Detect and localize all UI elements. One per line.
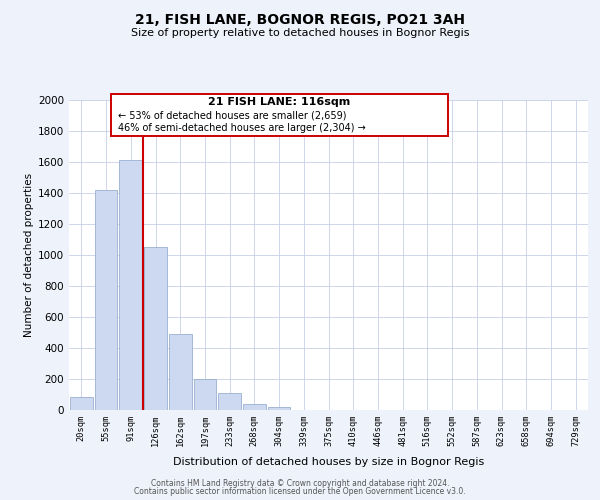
Bar xyxy=(268,407,290,410)
Text: ← 53% of detached houses are smaller (2,659): ← 53% of detached houses are smaller (2,… xyxy=(118,111,347,121)
Text: Size of property relative to detached houses in Bognor Regis: Size of property relative to detached ho… xyxy=(131,28,469,38)
Text: 21 FISH LANE: 116sqm: 21 FISH LANE: 116sqm xyxy=(208,97,350,107)
Bar xyxy=(119,160,142,410)
Text: Contains public sector information licensed under the Open Government Licence v3: Contains public sector information licen… xyxy=(134,487,466,496)
Bar xyxy=(243,404,266,410)
Text: 46% of semi-detached houses are larger (2,304) →: 46% of semi-detached houses are larger (… xyxy=(118,123,366,133)
FancyBboxPatch shape xyxy=(110,94,448,136)
X-axis label: Distribution of detached houses by size in Bognor Regis: Distribution of detached houses by size … xyxy=(173,458,484,468)
Text: Contains HM Land Registry data © Crown copyright and database right 2024.: Contains HM Land Registry data © Crown c… xyxy=(151,478,449,488)
Bar xyxy=(95,190,118,410)
Y-axis label: Number of detached properties: Number of detached properties xyxy=(24,173,34,337)
Text: 21, FISH LANE, BOGNOR REGIS, PO21 3AH: 21, FISH LANE, BOGNOR REGIS, PO21 3AH xyxy=(135,12,465,26)
Bar xyxy=(144,247,167,410)
Bar xyxy=(169,334,191,410)
Bar xyxy=(70,397,93,410)
Bar xyxy=(194,379,216,410)
Bar xyxy=(218,393,241,410)
